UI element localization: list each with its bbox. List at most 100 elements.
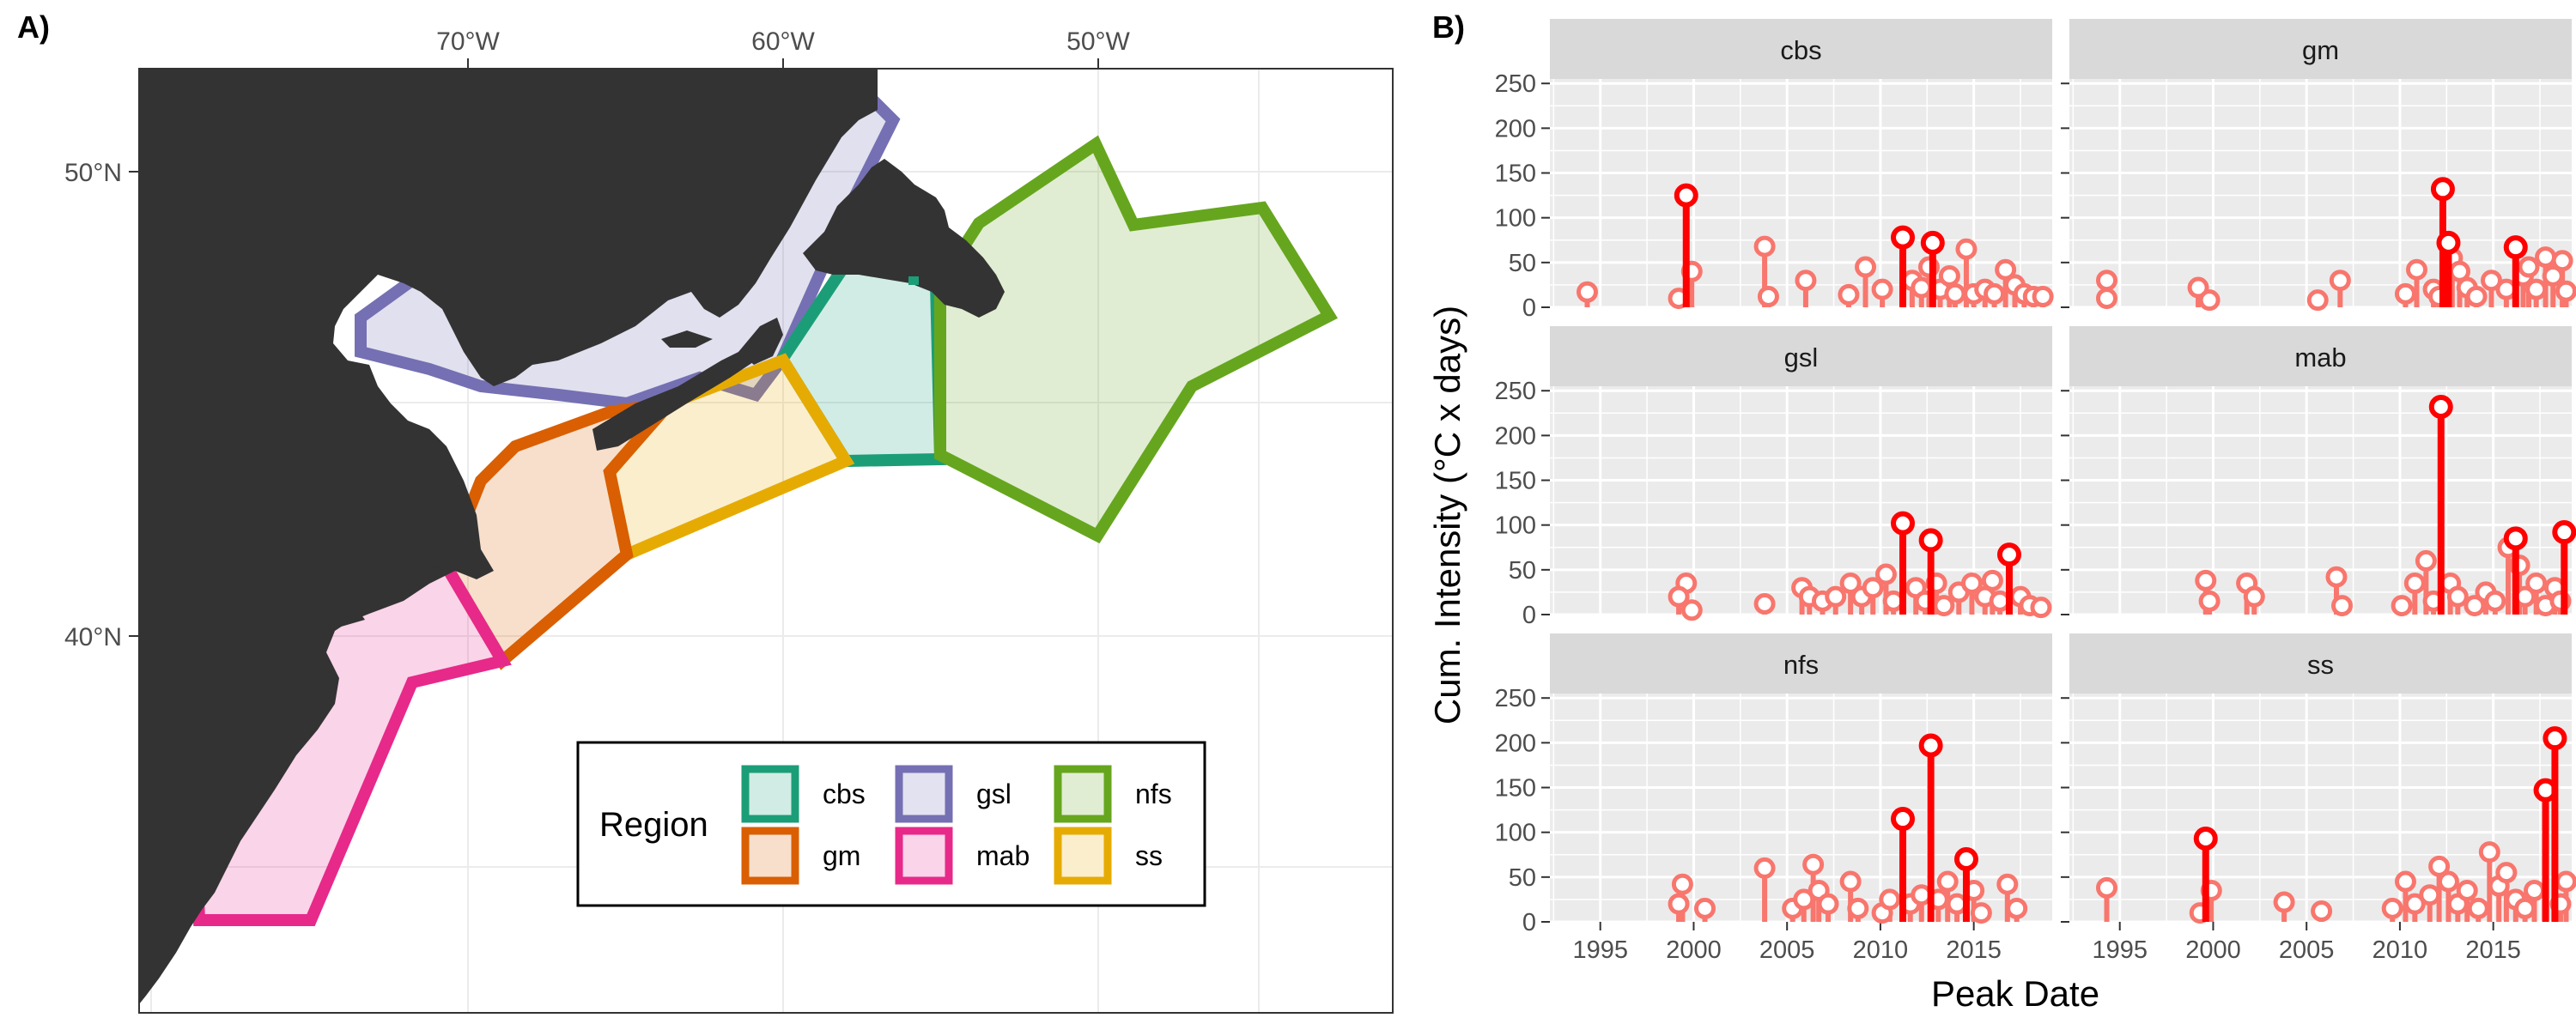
lollipop-point [2456, 879, 2478, 901]
map-legend: Region cbs gsl nfs gm mab ss [576, 741, 1206, 907]
lollipop-point-highlight [1953, 846, 1978, 871]
legend-title: Region [599, 806, 708, 844]
lollipop-point [2243, 585, 2265, 608]
y-tick-label: 50 [1509, 250, 1536, 277]
lollipop-point [2555, 870, 2576, 893]
lollipop-point [2329, 270, 2351, 292]
map-frame [138, 68, 1394, 1014]
lollipop-point [1981, 569, 2003, 591]
facet-nfs: nfs 0 50 100 150 200 250 1995 2000 2005 2010 2015 [1495, 633, 2052, 964]
land-mass [139, 69, 878, 1004]
lollipop-point [2095, 876, 2117, 899]
lollipop-point [1984, 282, 2006, 305]
facet-strip-nfs [1550, 633, 2052, 694]
land-cape-cod [429, 532, 468, 568]
facet-strip-gsl [1550, 326, 2052, 386]
lollipop-point [1970, 902, 1992, 924]
facet-title-ss: ss [2307, 650, 2334, 680]
x-axis-title: Peak Date [1931, 973, 2099, 1014]
land-st-pierre [908, 276, 919, 285]
facet-strip-mab [2069, 326, 2572, 386]
lon-tick-60w: 60°W [751, 27, 815, 56]
lollipop-point [2306, 289, 2329, 312]
lollipop-point [2394, 870, 2416, 893]
facet-grid-ss [2069, 694, 2572, 924]
facet-gm: gm [2061, 19, 2576, 312]
legend-key-cbs [741, 765, 799, 823]
panel-b-label: B) [1432, 9, 1465, 45]
legend-key-mab [895, 827, 953, 885]
panel-a-label: A) [17, 9, 50, 45]
lollipop-point [2478, 841, 2500, 863]
legend-key-nfs [1054, 765, 1112, 823]
lollipop-point-highlight [1891, 807, 1916, 832]
land-nova-scotia [592, 348, 756, 451]
lollipop-point [2006, 897, 2028, 919]
lollipop-point [2095, 288, 2117, 310]
lollipop-point [1753, 592, 1776, 615]
lollipop-point [1944, 282, 1966, 305]
lollipop-point [1694, 897, 1716, 919]
lat-tick-50n: 50°N [64, 159, 122, 187]
lollipop-point-highlight [1996, 542, 2021, 567]
land-long-island [266, 614, 365, 648]
facet-title-mab: mab [2294, 342, 2346, 373]
x-tick-label: 2000 [1666, 936, 1722, 964]
land-cape-breton [738, 318, 783, 365]
lollipop-point [2198, 289, 2221, 312]
region-nfs [934, 135, 1338, 544]
facet-mab: mab [2061, 326, 2576, 617]
lollipop-point [1995, 258, 2017, 281]
facet-title-cbs: cbs [1780, 35, 1821, 65]
lollipop-point-highlight [2503, 526, 2528, 551]
x-tick-label: 2010 [2372, 936, 2428, 964]
lollipop-point [1680, 599, 1703, 621]
x-tick-label: 1995 [1572, 936, 1628, 964]
y-tick-label: 50 [1509, 557, 1536, 585]
lollipop-point [2187, 276, 2209, 299]
lollipop-point [1911, 276, 1933, 299]
lollipop-point [1802, 853, 1825, 876]
y-tick-label: 100 [1495, 512, 1536, 540]
y-tick-label: 200 [1495, 115, 1536, 142]
lollipop-point [1825, 585, 1847, 608]
lollipop-point [1862, 577, 1884, 599]
legend-label-nfs: nfs [1135, 779, 1172, 809]
lollipop-point [1874, 563, 1897, 585]
lollipop-point [2195, 569, 2217, 591]
lollipop-point [1839, 572, 1862, 594]
lollipop-point [1955, 238, 1978, 260]
legend-key-gsl [895, 765, 953, 823]
legend-label-gm: gm [823, 840, 860, 871]
lollipop-point [2514, 897, 2537, 919]
y-tick-label: 250 [1495, 378, 1536, 405]
lollipop-point-highlight [1918, 528, 1943, 553]
lollipop-point [2542, 264, 2564, 287]
lollipop-point-highlight [2543, 726, 2567, 751]
lollipop-point [1839, 870, 1862, 893]
lollipop-point [2381, 897, 2403, 919]
lollipop-point [2524, 879, 2546, 901]
facet-strip-cbs [1550, 19, 2052, 79]
lollipop-point [2535, 246, 2557, 269]
y-tick-label: 0 [1522, 909, 1536, 936]
y-tick-label: 0 [1522, 294, 1536, 322]
lollipop-point [2030, 597, 2052, 619]
y-tick-label: 250 [1495, 685, 1536, 712]
legend-label-ss: ss [1135, 840, 1163, 871]
lollipop-point [2518, 256, 2540, 278]
land-newfoundland [803, 159, 1005, 318]
x-tick-label: 2015 [1946, 936, 2002, 964]
map-axis-ticks [129, 58, 1099, 637]
lollipop-point [1933, 595, 1955, 617]
legend-label-cbs: cbs [823, 779, 866, 809]
lollipop-point [2325, 566, 2348, 588]
lollipop-point [1753, 235, 1776, 258]
facet-grid-cbs [1550, 79, 2052, 309]
x-tick-label: 2005 [2279, 936, 2335, 964]
legend-label-gsl: gsl [976, 779, 1012, 809]
lon-tick-70w: 70°W [436, 27, 500, 56]
lollipop-point-highlight [2428, 394, 2453, 419]
land-pei [661, 330, 713, 348]
lollipop-point [1871, 278, 1893, 300]
